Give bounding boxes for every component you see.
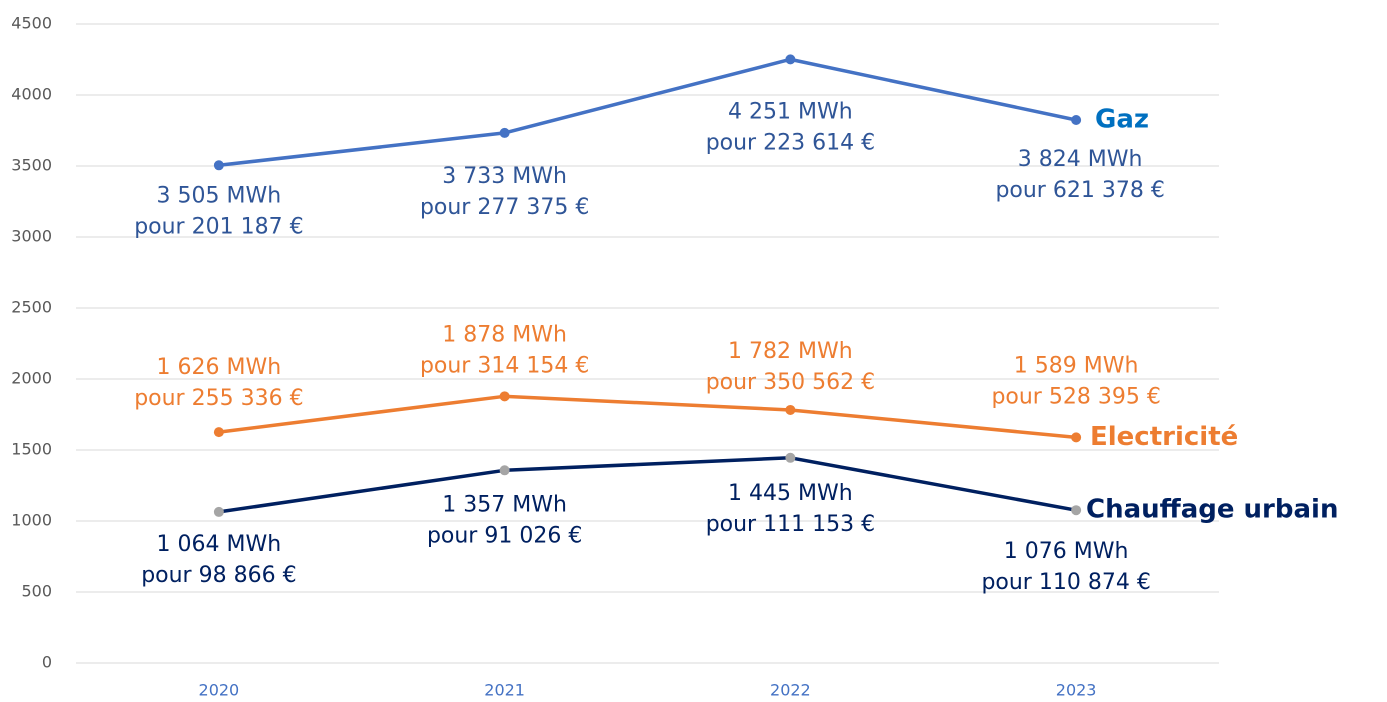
y-tick-label: 4000 bbox=[11, 85, 52, 104]
series-line bbox=[218, 456, 1077, 514]
cost-label: pour 350 562 € bbox=[706, 370, 875, 395]
cost-label: pour 110 874 € bbox=[981, 570, 1150, 595]
y-tick-label: 500 bbox=[21, 582, 52, 601]
x-tick-label: 2021 bbox=[484, 681, 525, 700]
marker bbox=[499, 465, 510, 476]
data-label: 1 445 MWh bbox=[728, 481, 853, 506]
marker bbox=[1071, 432, 1082, 443]
marker bbox=[785, 404, 796, 415]
marker bbox=[1071, 114, 1082, 125]
data-label: 3 505 MWh bbox=[157, 183, 282, 208]
cost-label: pour 277 375 € bbox=[420, 195, 589, 220]
data-label: 1 357 MWh bbox=[442, 492, 567, 517]
y-tick-label: 0 bbox=[42, 653, 52, 672]
y-tick-label: 1500 bbox=[11, 440, 52, 459]
marker bbox=[785, 452, 796, 463]
cost-label: pour 91 026 € bbox=[427, 523, 582, 548]
y-tick-label: 4500 bbox=[11, 14, 52, 33]
series-line bbox=[218, 394, 1077, 440]
series-name: Chauffage urbain bbox=[1086, 495, 1338, 525]
marker bbox=[213, 506, 224, 517]
x-tick-label: 2023 bbox=[1056, 681, 1097, 700]
data-label: 1 589 MWh bbox=[1014, 353, 1139, 378]
data-label: 4 251 MWh bbox=[728, 99, 853, 124]
y-tick-label: 2000 bbox=[11, 369, 52, 388]
series-line bbox=[218, 57, 1077, 168]
data-label: 1 076 MWh bbox=[1004, 539, 1129, 564]
marker bbox=[499, 127, 510, 138]
cost-label: pour 314 154 € bbox=[420, 353, 589, 378]
y-tick-label: 1000 bbox=[11, 511, 52, 530]
x-tick-label: 2022 bbox=[770, 681, 811, 700]
marker bbox=[1071, 505, 1082, 516]
data-label: 1 064 MWh bbox=[157, 532, 282, 557]
cost-label: pour 98 866 € bbox=[141, 563, 296, 588]
data-label: 1 626 MWh bbox=[157, 355, 282, 380]
cost-label: pour 528 395 € bbox=[991, 384, 1160, 409]
x-tick-label: 2020 bbox=[199, 681, 240, 700]
cost-label: pour 223 614 € bbox=[706, 130, 875, 155]
data-label: 1 782 MWh bbox=[728, 339, 853, 364]
cost-label: pour 255 336 € bbox=[134, 386, 303, 411]
data-label: 3 824 MWh bbox=[1018, 147, 1143, 172]
data-label: 3 733 MWh bbox=[442, 164, 567, 189]
series-name: Gaz bbox=[1095, 104, 1149, 134]
y-tick-label: 3000 bbox=[11, 227, 52, 246]
marker bbox=[213, 427, 224, 438]
cost-label: pour 621 378 € bbox=[995, 178, 1164, 203]
marker bbox=[499, 391, 510, 402]
cost-label: pour 201 187 € bbox=[134, 214, 303, 239]
marker bbox=[785, 54, 796, 65]
cost-label: pour 111 153 € bbox=[706, 512, 875, 537]
y-tick-label: 2500 bbox=[11, 298, 52, 317]
y-tick-label: 3500 bbox=[11, 156, 52, 175]
series-name: Electricité bbox=[1090, 422, 1238, 452]
data-label: 1 878 MWh bbox=[442, 322, 567, 347]
marker bbox=[213, 160, 224, 171]
